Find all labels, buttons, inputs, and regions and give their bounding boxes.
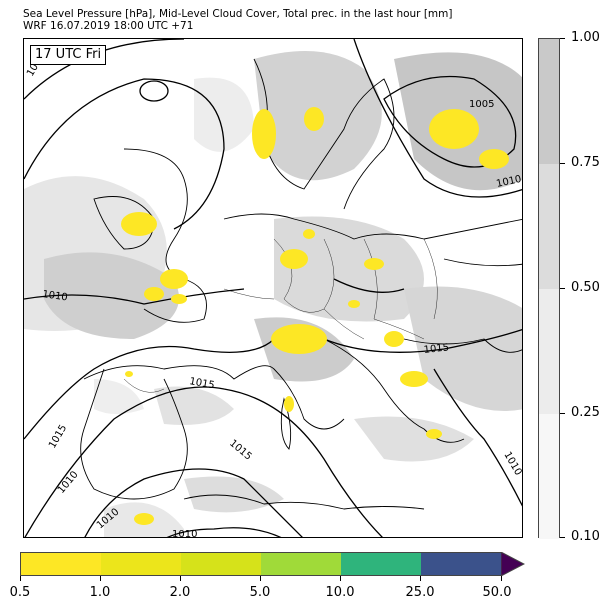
colorbar-tick-label: 2.0	[169, 585, 191, 600]
colorbar-tick	[560, 163, 565, 164]
precipitation-layer	[121, 107, 509, 525]
isobar-label: 1010	[172, 529, 197, 538]
colorbar-segment	[421, 553, 501, 575]
precipitation-colorbar	[20, 552, 502, 576]
colorbar-segment	[539, 289, 559, 414]
isobar-label: 1005	[469, 99, 494, 110]
colorbar-tick	[20, 576, 21, 581]
colorbar-tick-label: 0.25	[571, 405, 600, 420]
colorbar-tick	[560, 537, 565, 538]
isobar-label: 1010	[42, 289, 69, 303]
colorbar-tick-label: 0.5	[9, 585, 31, 600]
isobar-label: 1015	[188, 376, 215, 391]
colorbar-segment	[261, 553, 341, 575]
colorbar-tick	[420, 576, 421, 581]
colorbar-extend-arrow	[501, 552, 525, 576]
colorbar-tick-label: 10.0	[325, 585, 355, 600]
colorbar-tick	[100, 576, 101, 581]
isobar-label: 1015	[227, 438, 254, 463]
colorbar-segment	[539, 164, 559, 289]
colorbar-tick-label: 0.10	[571, 529, 600, 544]
colorbar-tick-label: 1.0	[89, 585, 111, 600]
colorbar-tick	[560, 38, 565, 39]
isobar-label: 1010	[495, 174, 522, 190]
colorbar-tick-label: 5.0	[249, 585, 271, 600]
colorbar-tick-label: 0.50	[571, 280, 600, 295]
colorbar-tick-label: 1.00	[571, 30, 600, 45]
time-label: 17 UTC Fri	[30, 45, 107, 65]
colorbar-segment	[539, 39, 559, 164]
colorbar-tick-label: 50.0	[482, 585, 512, 600]
map-title-line1: Sea Level Pressure [hPa], Mid-Level Clou…	[23, 8, 453, 20]
isobar-label: 1015	[47, 423, 69, 451]
isobar-label: 1015	[423, 342, 449, 356]
colorbar-tick	[260, 576, 261, 581]
colorbar-segment	[21, 553, 101, 575]
colorbar-tick	[501, 576, 502, 581]
cloud-cover-colorbar	[538, 38, 560, 539]
colorbar-tick	[560, 288, 565, 289]
colorbar-segment	[539, 414, 559, 539]
colorbar-tick-label: 25.0	[405, 585, 435, 600]
colorbar-segment	[181, 553, 261, 575]
colorbar-segment	[101, 553, 181, 575]
weather-map: 1005 1010 1010 1010 1010 1010 1010 1015 …	[23, 38, 523, 538]
colorbar-tick-label: 0.75	[571, 155, 600, 170]
map-canvas: 1005 1010 1010 1010 1010 1010 1010 1015 …	[24, 39, 522, 538]
colorbar-tick	[340, 576, 341, 581]
colorbar-segment	[341, 553, 421, 575]
map-title-line2: WRF 16.07.2019 18:00 UTC +71	[23, 20, 194, 32]
coastline-layer	[80, 58, 522, 510]
colorbar-tick	[180, 576, 181, 581]
colorbar-tick	[560, 413, 565, 414]
